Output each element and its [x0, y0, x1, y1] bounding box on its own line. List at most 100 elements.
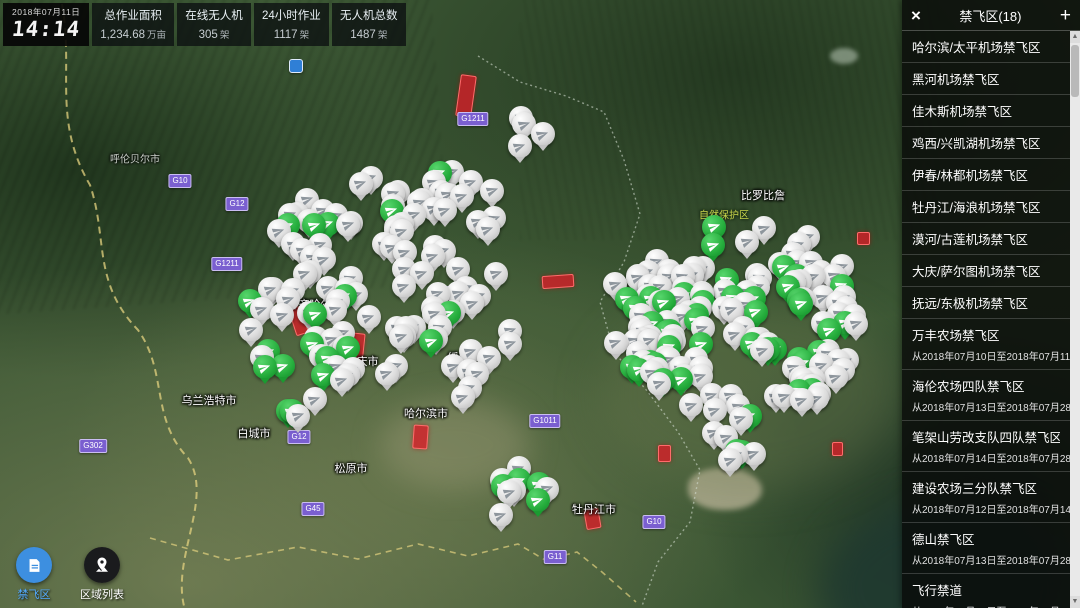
- no-fly-zone-item[interactable]: 建设农场三分队禁飞区 从2018年07月12日至2018年07月14日: [902, 472, 1080, 523]
- drone-marker[interactable]: [750, 338, 775, 363]
- no-fly-zone-item[interactable]: 大庆/萨尔图机场禁飞区: [902, 255, 1070, 287]
- drone-marker[interactable]: [356, 305, 381, 330]
- no-fly-zone-item[interactable]: 飞行禁道从2018年07月09日至2018年07月09日: [902, 574, 1080, 608]
- drone-marker[interactable]: [329, 368, 354, 393]
- close-icon[interactable]: ×: [911, 5, 921, 25]
- no-fly-zone-item[interactable]: 伊春/林都机场禁飞区: [902, 159, 1070, 191]
- no-fly-zone-item[interactable]: 抚远/东极机场禁飞区: [902, 287, 1070, 319]
- zone-date-range: 从2018年07月13日至2018年07月28日: [912, 556, 1080, 567]
- drone-marker[interactable]: [498, 331, 523, 356]
- no-fly-zone-button[interactable]: 禁飞区: [8, 547, 60, 602]
- drone-marker[interactable]: [389, 219, 414, 244]
- drone-marker[interactable]: [239, 317, 264, 342]
- road-badge: G10: [642, 515, 666, 529]
- no-fly-zone-item[interactable]: 鸡西/兴凯湖机场禁飞区: [902, 127, 1070, 159]
- paper-plane-icon: [684, 402, 697, 412]
- paper-plane-icon: [728, 331, 741, 341]
- region-list-button-label: 区域列表: [80, 589, 124, 601]
- paper-plane-icon: [489, 271, 502, 281]
- drone-marker[interactable]: [303, 302, 328, 327]
- drone-marker[interactable]: [484, 261, 509, 286]
- no-fly-zone-item[interactable]: 漠河/古莲机场禁飞区: [902, 223, 1070, 255]
- paper-plane-icon: [707, 224, 720, 234]
- road-badge: G1211: [457, 112, 489, 126]
- no-fly-zone-item[interactable]: 笔架山劳改支队四队禁飞区 从2018年07月14日至2018年07月28日: [902, 421, 1080, 472]
- drone-marker[interactable]: [507, 134, 532, 159]
- panel-header: × 禁飞区(18) +: [902, 0, 1080, 31]
- drone-marker[interactable]: [789, 291, 814, 316]
- no-fly-zone-polygon[interactable]: [657, 444, 671, 462]
- no-fly-zone-item[interactable]: 德山禁飞区 从2018年07月13日至2018年07月28日: [902, 523, 1080, 574]
- paper-plane-icon: [307, 396, 321, 406]
- paper-plane-icon: [755, 347, 768, 357]
- drone-marker[interactable]: [252, 355, 277, 380]
- drone-marker[interactable]: [460, 291, 485, 316]
- no-fly-zone-polygon[interactable]: [831, 442, 843, 456]
- drone-marker[interactable]: [743, 299, 768, 324]
- drone-marker[interactable]: [497, 480, 522, 505]
- drone-marker[interactable]: [450, 385, 475, 410]
- drone-marker[interactable]: [270, 303, 295, 328]
- no-fly-zone-item[interactable]: 万丰农场禁飞区 从2018年07月10日至2018年07月11日: [902, 319, 1080, 370]
- document-icon[interactable]: [16, 547, 52, 583]
- drone-marker[interactable]: [525, 488, 550, 513]
- paper-plane-icon: [308, 311, 321, 321]
- drone-marker[interactable]: [844, 311, 869, 336]
- drone-marker[interactable]: [488, 503, 513, 528]
- date-label: 2018年07月11日: [12, 7, 81, 17]
- drone-marker[interactable]: [823, 365, 848, 390]
- no-fly-zone-item[interactable]: 佳木斯机场禁飞区: [902, 95, 1070, 127]
- paper-plane-icon: [674, 376, 687, 386]
- paper-plane-icon: [828, 374, 842, 384]
- drone-marker[interactable]: [735, 229, 760, 254]
- drone-marker[interactable]: [449, 184, 474, 209]
- drone-marker[interactable]: [419, 329, 444, 354]
- location-pin-icon[interactable]: [84, 547, 120, 583]
- no-fly-zone-item[interactable]: 海伦农场四队禁飞区 从2018年07月13日至2018年07月28日: [902, 370, 1080, 421]
- no-fly-zone-item[interactable]: 牡丹江/海浪机场禁飞区: [902, 191, 1070, 223]
- drone-marker[interactable]: [647, 371, 672, 396]
- paper-plane-icon: [455, 394, 469, 404]
- drone-marker[interactable]: [348, 171, 373, 196]
- add-icon[interactable]: +: [1059, 4, 1071, 26]
- drone-marker[interactable]: [286, 403, 311, 428]
- zone-date-range: 从2018年07月09日至2018年07月09日: [912, 603, 1080, 608]
- drone-marker[interactable]: [530, 122, 555, 147]
- no-fly-zone-polygon[interactable]: [411, 424, 429, 450]
- zone-name: 海伦农场四队禁飞区: [912, 380, 1025, 394]
- paper-plane-icon: [719, 434, 732, 444]
- drone-marker[interactable]: [789, 388, 814, 413]
- drone-marker[interactable]: [389, 324, 414, 349]
- no-fly-zone-polygon[interactable]: [856, 231, 870, 245]
- drone-marker[interactable]: [336, 212, 361, 237]
- drone-marker[interactable]: [441, 354, 466, 379]
- scrollbar[interactable]: ▲ ▼: [1070, 31, 1080, 608]
- paper-plane-icon: [757, 225, 770, 235]
- scroll-up-icon[interactable]: ▲: [1070, 31, 1080, 43]
- road-badge: G12: [225, 197, 249, 211]
- drone-marker[interactable]: [475, 217, 500, 242]
- drone-marker[interactable]: [603, 330, 628, 355]
- drone-marker[interactable]: [701, 233, 726, 258]
- drone-marker[interactable]: [480, 178, 505, 203]
- drone-marker[interactable]: [432, 198, 457, 223]
- region-list-button[interactable]: 区域列表: [76, 547, 128, 602]
- drone-marker[interactable]: [374, 361, 399, 386]
- drone-marker[interactable]: [702, 398, 727, 423]
- stat-online-drones: 在线无人机 305 架: [177, 3, 251, 46]
- drone-marker[interactable]: [323, 297, 348, 322]
- paper-plane-icon: [794, 300, 807, 311]
- drone-marker[interactable]: [679, 393, 704, 417]
- paper-plane-icon: [321, 285, 334, 295]
- drone-marker[interactable]: [718, 448, 742, 473]
- scroll-down-icon[interactable]: ▼: [1070, 596, 1080, 608]
- no-fly-zone-item[interactable]: 哈尔滨/太平机场禁飞区: [902, 31, 1070, 63]
- drone-marker[interactable]: [728, 406, 753, 431]
- paper-plane-icon: [517, 121, 530, 131]
- no-fly-zone-polygon[interactable]: [541, 273, 575, 289]
- no-fly-zone-item[interactable]: 黑河机场禁飞区: [902, 63, 1070, 95]
- scrollbar-thumb[interactable]: [1071, 45, 1079, 97]
- drone-marker[interactable]: [391, 274, 416, 299]
- map-city-label: 比罗比詹: [741, 190, 785, 202]
- drone-marker[interactable]: [817, 318, 842, 343]
